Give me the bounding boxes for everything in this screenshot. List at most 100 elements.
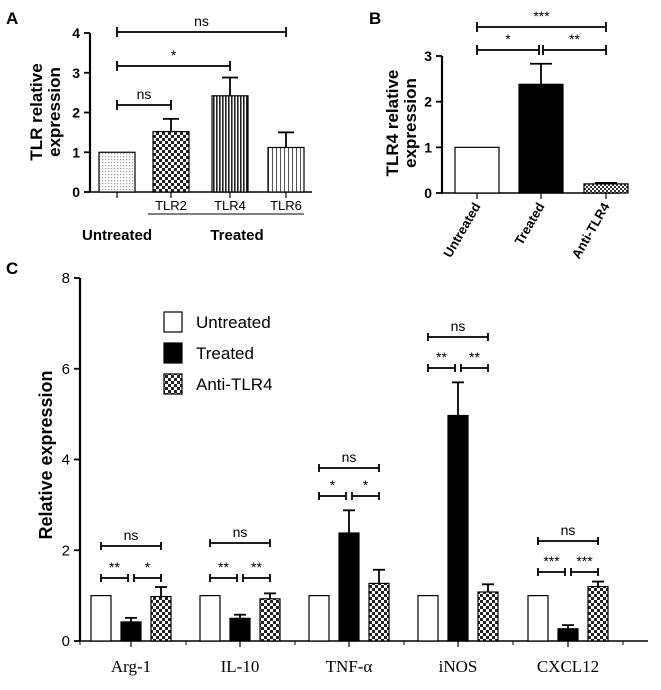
panel-c-sig-11-label: ** [469, 349, 480, 365]
panel-c-sig-10: ** [427, 349, 456, 372]
panel-c-bar-4-1 [557, 628, 579, 642]
panel-b-category-0: Untreated [440, 200, 483, 260]
panel-c-errorbar-0-1 [125, 616, 137, 622]
panel-a-sig-2-label: ns [137, 86, 152, 102]
panel-c-ytick-label-1: 2 [62, 542, 70, 559]
legend-swatch-0 [163, 311, 183, 333]
panel-a-ytick-label-4: 4 [72, 25, 80, 41]
panel-a-bar-2 [211, 95, 249, 193]
panel-c-ytick-label-4: 8 [62, 270, 70, 287]
panel-letter-c: C [6, 259, 18, 278]
panel-c-bar-1-2 [259, 598, 281, 642]
panel-a-sig-0: ns [116, 13, 287, 37]
panel-b-sig-0-label: *** [533, 8, 550, 24]
panel-c-sig-3: ns [209, 524, 271, 547]
panel-c-category-4: CXCL12 [537, 657, 599, 676]
panel-c-sig-5-label: ** [251, 559, 262, 575]
panel-c-category-3: iNOS [439, 657, 478, 676]
panel-a-ytick-label-1: 1 [72, 144, 80, 160]
panel-c-bar-3-1 [447, 414, 469, 642]
panel-b-sig-2-label: ** [569, 31, 580, 47]
panel-b-category-2: Anti-TLR4 [569, 199, 613, 261]
panel-c-bar-1-0 [199, 595, 221, 642]
panel-a-sig-0-label: ns [194, 13, 209, 29]
panel-c-errorbar-3-1 [452, 381, 464, 416]
panel-a-ytick-label-0: 0 [72, 184, 80, 200]
panel-c-sig-12: ns [537, 522, 599, 545]
legend-label-1: Treated [196, 344, 254, 363]
panel-letter-a: A [6, 9, 18, 28]
panel-c-sig-7: * [318, 477, 347, 500]
panel-b-errorbar-1 [530, 62, 552, 85]
panel-a-sig-1: * [116, 47, 231, 71]
panel-c-ytick-label-3: 6 [62, 361, 70, 378]
panel-a-bar-1 [152, 130, 190, 193]
panel-c-errorbar-4-2 [592, 580, 604, 587]
panel-c-category-0: Arg-1 [111, 657, 151, 676]
panel-c-sig-11: ** [460, 349, 489, 372]
panel-c-errorbar-1-2 [264, 592, 276, 599]
panel-c-sig-9: ns [427, 318, 489, 341]
panel-a-errorbar-1 [163, 117, 179, 132]
panel-b-ylabel-line2: expression [401, 78, 420, 168]
panel-c-ytick-label-0: 0 [62, 633, 70, 650]
panel-c-sig-2: * [133, 559, 162, 582]
panel-a-ylabel-line2: expression [45, 67, 64, 157]
legend-swatch-1 [163, 342, 183, 364]
panel-c-errorbar-2-1 [343, 509, 355, 534]
panel-a-category-3: TLR6 [270, 198, 302, 213]
panel-c-sig-14: *** [570, 553, 599, 576]
legend-swatch-2 [163, 373, 183, 395]
panel-c-bar-0-2 [150, 595, 172, 642]
panel-b-bar-0 [454, 146, 500, 194]
panel-b-ytick-label-1: 1 [424, 139, 432, 155]
panel-a-ytick-label-2: 2 [72, 105, 80, 121]
panel-c-sig-8-label: * [363, 477, 369, 493]
panel-b-bar-1 [518, 83, 564, 194]
panel-c-sig-10-label: ** [436, 349, 447, 365]
panel-c-ytick-label-2: 4 [62, 452, 70, 469]
panel-c-bar-0-0 [90, 595, 112, 642]
panel-c-sig-5: ** [242, 559, 271, 582]
panel-b-sig-2: ** [542, 31, 607, 55]
panel-c-sig-0-label: ns [124, 527, 139, 543]
legend-label-2: Anti-TLR4 [196, 375, 273, 394]
panel-a-ytick-label-3: 3 [72, 65, 80, 81]
panel-c-sig-2-label: * [145, 559, 151, 575]
panel-b-ylabel-line1: TLR4 relative [383, 70, 402, 177]
panel-c-bar-2-2 [368, 582, 390, 642]
panel-a-category-2: TLR4 [214, 198, 246, 213]
panel-c-bar-2-0 [308, 595, 330, 642]
panel-c-bar-3-0 [417, 595, 439, 642]
panel-c-sig-8: * [351, 477, 380, 500]
panel-a-errorbar-3 [278, 131, 294, 148]
panel-c-errorbar-1-1 [234, 613, 246, 619]
panel-a-bar-3 [267, 146, 305, 193]
panel-b-category-1: Treated [511, 200, 547, 248]
panel-b-sig-1: * [476, 31, 540, 55]
panel-a-bar-0 [98, 151, 136, 193]
panel-a-sig-1-label: * [171, 47, 177, 63]
panel-c-sig-1-label: ** [109, 559, 120, 575]
panel-c-errorbar-2-2 [373, 568, 385, 584]
panel-c-category-2: TNF-α [326, 657, 373, 676]
panel-c-sig-1: ** [100, 559, 129, 582]
panel-b-sig-1-label: * [505, 31, 511, 47]
panel-c-bar-0-1 [120, 621, 142, 642]
panel-c-errorbar-0-2 [155, 586, 167, 597]
panel-a-group-treated: Treated [210, 227, 263, 244]
panel-c-sig-7-label: * [330, 477, 336, 493]
panel-c-sig-9-label: ns [451, 318, 466, 334]
panel-c-sig-4: ** [209, 559, 238, 582]
panel-a-errorbar-2 [222, 76, 238, 96]
panel-a-ylabel-line1: TLR relative [27, 63, 46, 160]
panel-c-bar-1-1 [229, 617, 251, 642]
panel-b-bar-2 [583, 183, 629, 194]
panel-b-ytick-label-0: 0 [424, 185, 432, 201]
panel-b-ytick-label-2: 2 [424, 94, 432, 110]
panel-c-category-1: IL-10 [221, 657, 260, 676]
panel-c-bar-4-0 [527, 595, 549, 642]
panel-c-bar-2-1 [338, 532, 360, 642]
panel-b-sig-0: *** [476, 8, 607, 32]
panel-c-sig-0: ns [100, 527, 162, 550]
